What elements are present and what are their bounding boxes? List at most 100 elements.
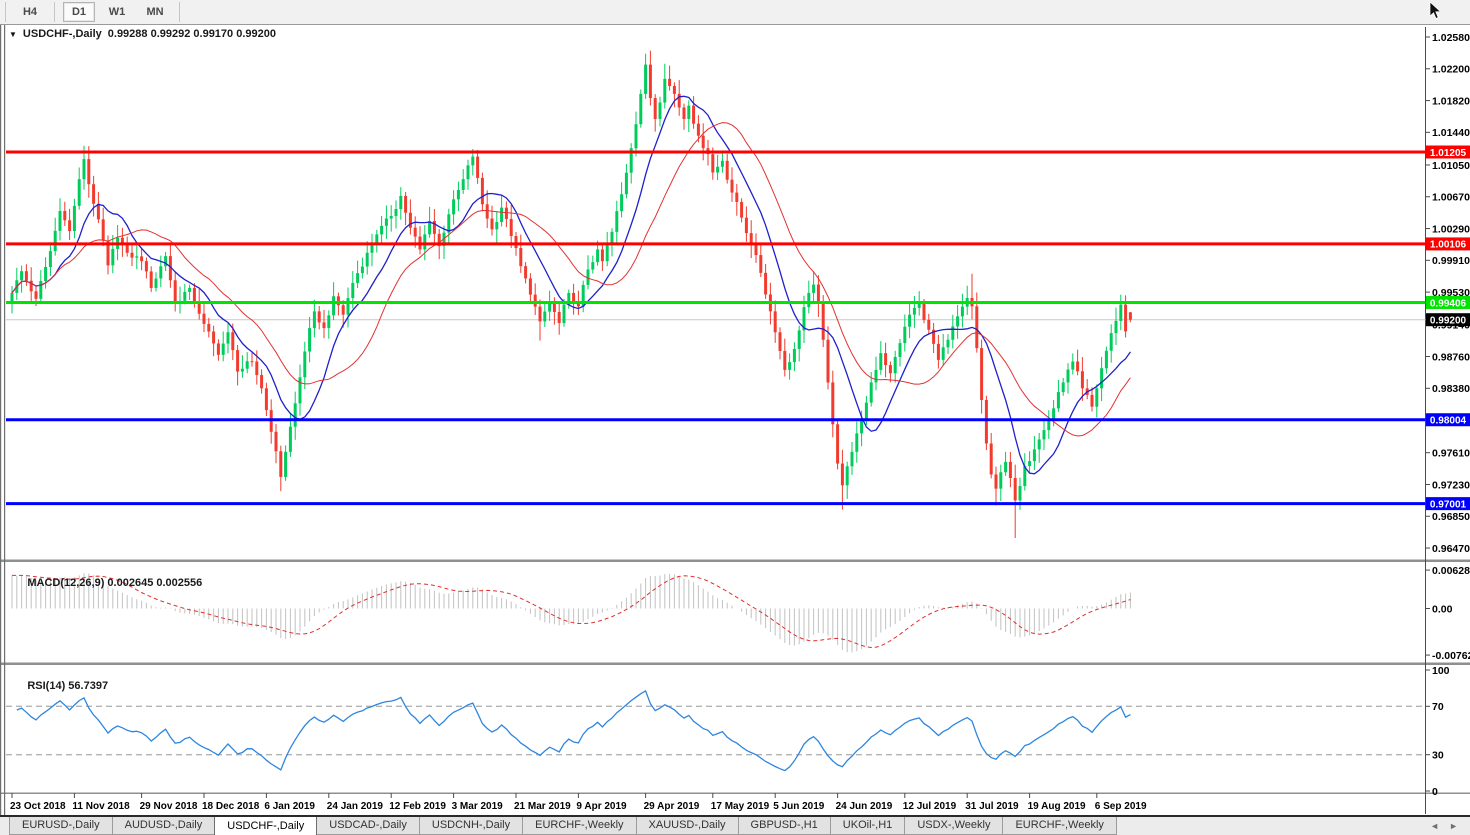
candle: [519, 234, 523, 273]
candle: [87, 146, 91, 198]
timeframe-d1-button[interactable]: D1: [63, 2, 95, 22]
candle: [1032, 436, 1036, 470]
macd-name: MACD(12,26,9): [27, 577, 105, 589]
panel-separator: [0, 792, 1470, 794]
candle: [831, 370, 835, 438]
rsi-tick-label: 30: [1432, 750, 1444, 762]
candlestick-series: [10, 50, 1132, 539]
candle: [1023, 453, 1027, 491]
candle: [1100, 356, 1104, 402]
candle: [135, 243, 139, 270]
panel-separator: [0, 662, 1470, 665]
ma-slow-line: [11, 122, 1131, 437]
candle: [610, 228, 614, 257]
price-tick-label: 0.96850: [1432, 511, 1470, 523]
candle: [548, 290, 552, 321]
candle: [572, 283, 576, 315]
candle: [720, 150, 724, 173]
candle: [476, 150, 480, 184]
candle: [845, 461, 849, 499]
candle: [212, 325, 216, 357]
price-level-badge-text: 0.97001: [1430, 499, 1467, 510]
candle: [644, 53, 648, 99]
price-tick-label: 1.00290: [1432, 223, 1470, 235]
price-level-badge-text: 1.00106: [1430, 240, 1467, 251]
date-tick-label: 29 Nov 2018: [140, 801, 198, 812]
tab-scroll-right-icon[interactable]: ►: [1449, 820, 1458, 831]
candle: [317, 306, 321, 330]
candle: [807, 280, 811, 314]
date-tick-label: 12 Jul 2019: [903, 801, 957, 812]
symbol-dropdown-icon[interactable]: ▼: [9, 29, 17, 39]
date-tick-label: 17 May 2019: [711, 801, 770, 812]
rsi-name: RSI(14): [27, 680, 66, 692]
candle: [250, 351, 254, 367]
candle: [639, 89, 643, 128]
candle: [1076, 349, 1080, 376]
chart-tab[interactable]: EURCHF-,Weekly: [522, 817, 637, 835]
chart-window: 1.02580 1.02200 1.01820 1.01440 1.01050 1.006…: [0, 25, 1470, 835]
candle: [1104, 346, 1108, 374]
chart-tab[interactable]: USDCAD-,Daily: [316, 817, 420, 835]
date-tick-label: 21 Mar 2019: [514, 801, 571, 812]
toolbar-separator: [179, 2, 180, 22]
candle: [466, 159, 470, 190]
date-tick-label: 11 Nov 2018: [72, 801, 130, 812]
candle: [1013, 464, 1017, 539]
candle: [1008, 452, 1012, 488]
chart-tab[interactable]: EURCHF-,Weekly: [1002, 817, 1117, 835]
price-tick-label: 0.96470: [1432, 543, 1470, 555]
candle: [850, 441, 854, 475]
price-tick-label: 1.02580: [1432, 32, 1470, 44]
candle: [980, 339, 984, 414]
candle: [461, 169, 465, 194]
candle: [735, 184, 739, 216]
candle: [648, 50, 652, 106]
candle: [970, 273, 974, 320]
candle: [125, 236, 129, 257]
chart-tab[interactable]: USDCHF-,Daily: [214, 817, 318, 835]
chart-tab[interactable]: AUDUSD-,Daily: [111, 817, 216, 835]
candle: [946, 334, 950, 355]
tab-scroll-left-icon[interactable]: ◄: [1430, 820, 1440, 831]
candle: [965, 285, 969, 315]
price-level-badge-text: 0.99406: [1430, 298, 1467, 309]
candle: [677, 80, 681, 116]
macd-tick-label: -0.00762: [1432, 650, 1470, 662]
candle: [370, 233, 374, 267]
candle: [106, 235, 110, 275]
timeframe-h4-button[interactable]: H4: [22, 6, 38, 18]
candle: [956, 304, 960, 339]
candle: [144, 257, 148, 279]
candle: [509, 204, 513, 249]
candle: [504, 201, 508, 228]
timeframe-mn-button[interactable]: MN: [146, 6, 164, 18]
candle: [759, 245, 763, 277]
candle: [874, 356, 878, 391]
timeframe-w1-button[interactable]: W1: [108, 6, 126, 18]
price-tick-label: 0.99530: [1432, 287, 1470, 299]
chart-symbol-label: USDCHF-,Daily: [22, 28, 102, 40]
candle: [336, 292, 340, 316]
candle: [188, 284, 192, 301]
chart-tab[interactable]: USDCNH-,Daily: [418, 817, 524, 835]
chart-tab[interactable]: EURUSD-,Daily: [9, 817, 113, 835]
candle: [226, 322, 230, 354]
chart-tab[interactable]: XAUUSD-,Daily: [635, 817, 739, 835]
toolbar-separator: [5, 2, 6, 22]
candle: [130, 245, 134, 267]
candle: [984, 395, 988, 451]
candle: [716, 154, 720, 181]
candle: [730, 167, 734, 202]
candle: [53, 217, 57, 256]
candle: [615, 200, 619, 243]
candle: [783, 338, 787, 377]
candle: [216, 339, 220, 361]
candle: [1085, 379, 1089, 400]
candle: [999, 464, 1003, 501]
candle: [1056, 380, 1060, 412]
chart-tab[interactable]: GBPUSD-,H1: [737, 817, 831, 835]
chart-tab[interactable]: USDX-,Weekly: [904, 817, 1004, 835]
candle: [274, 423, 278, 464]
chart-tab[interactable]: UKOil-,H1: [829, 817, 906, 835]
